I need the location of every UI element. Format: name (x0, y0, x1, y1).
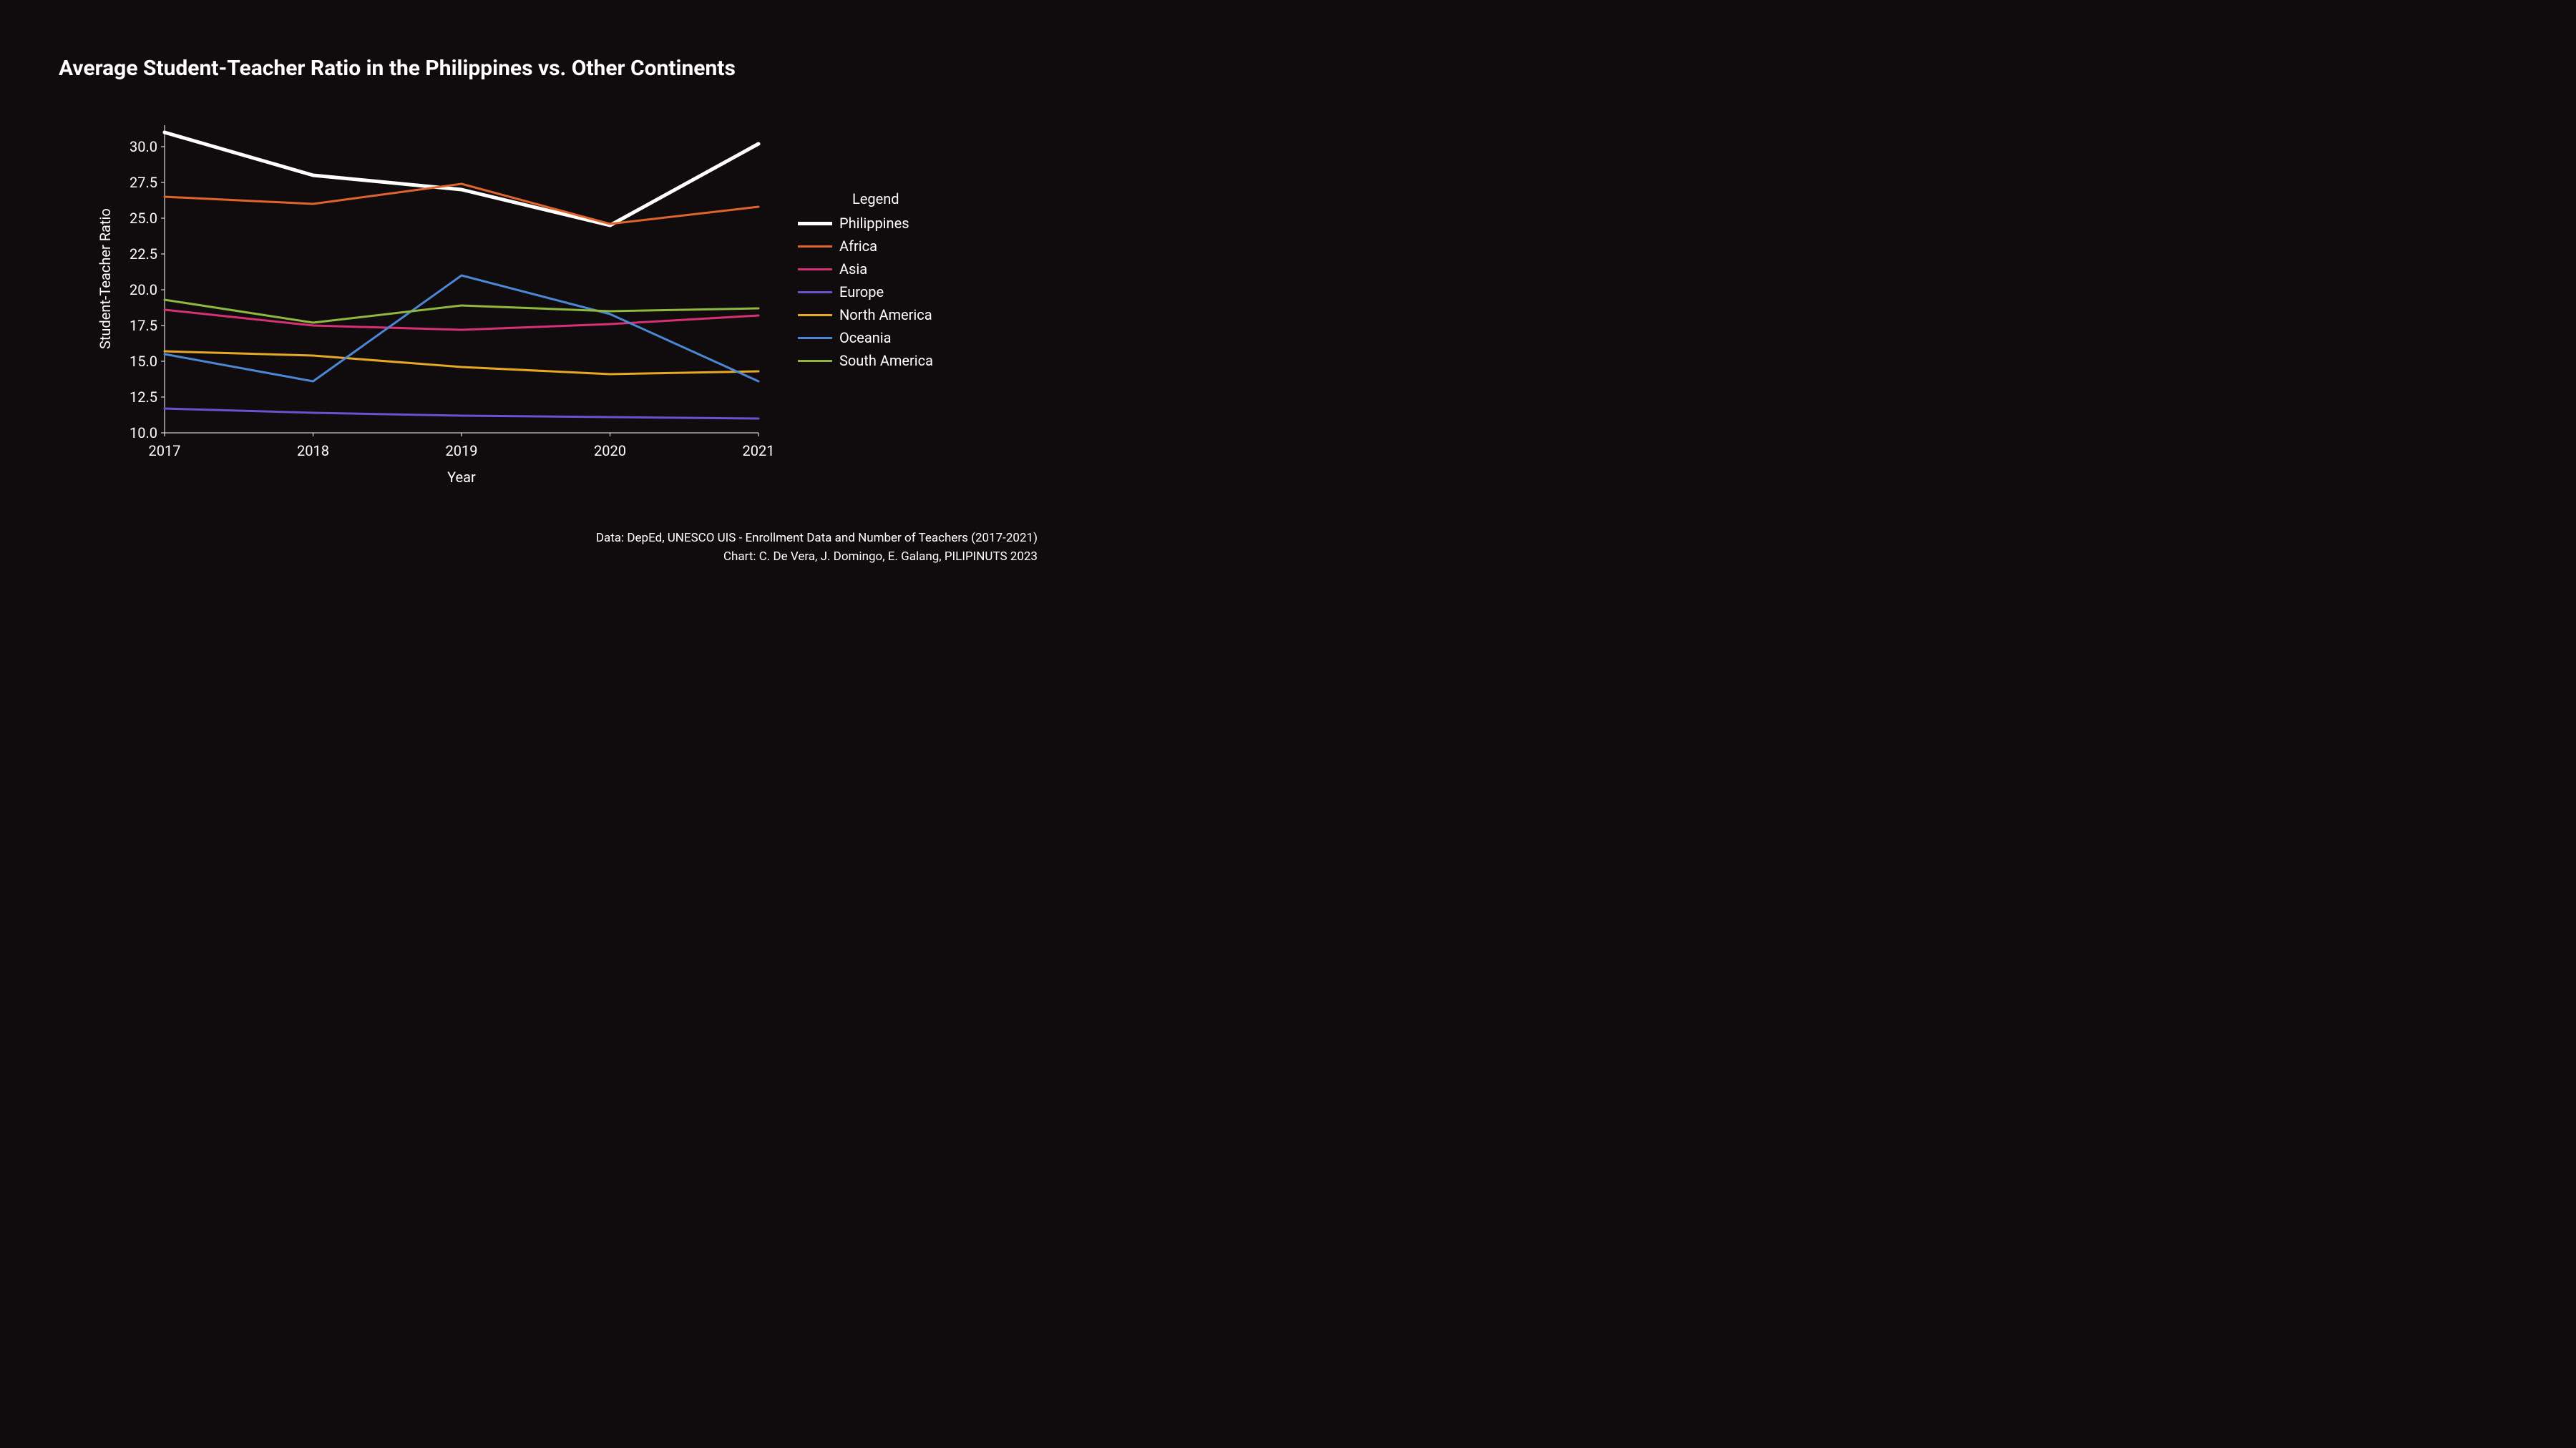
chart-credit: Chart: C. De Vera, J. Domingo, E. Galang… (596, 548, 1038, 567)
y-tick-label: 25.0 (130, 210, 157, 227)
data-source: Data: DepEd, UNESCO UIS - Enrollment Dat… (596, 529, 1038, 548)
series-line (165, 275, 758, 381)
legend-label: Philippines (839, 215, 909, 232)
legend-swatch (798, 268, 832, 270)
credits: Data: DepEd, UNESCO UIS - Enrollment Dat… (596, 529, 1038, 566)
y-tick-label: 17.5 (130, 317, 157, 334)
legend-swatch (798, 360, 832, 362)
legend-item: Philippines (798, 212, 1027, 235)
legend-item: Asia (798, 258, 1027, 280)
legend-swatch (798, 245, 832, 248)
x-tick-label: 2017 (149, 442, 181, 459)
y-tick-label: 15.0 (130, 353, 157, 370)
x-tick-label: 2020 (594, 442, 626, 459)
legend-label: Oceania (839, 329, 892, 346)
legend-label: North America (839, 306, 932, 323)
legend-label: Africa (839, 238, 877, 255)
legend-title: Legend (852, 190, 1027, 207)
chart-title: Average Student-Teacher Ratio in the Phi… (59, 56, 736, 81)
legend-swatch (798, 337, 832, 339)
x-axis-label: Year (165, 469, 758, 486)
legend-label: Asia (839, 260, 867, 278)
y-tick-label: 12.5 (130, 388, 157, 406)
legend-item: Oceania (798, 326, 1027, 349)
chart-plot (165, 125, 758, 433)
legend: Legend Philippines Africa Asia Europe North … (798, 190, 1027, 372)
legend-swatch (798, 222, 832, 225)
x-tick-label: 2021 (743, 442, 775, 459)
y-tick-label: 20.0 (130, 281, 157, 298)
legend-item: Africa (798, 235, 1027, 258)
y-tick-label: 27.5 (130, 174, 157, 191)
y-tick-label: 30.0 (130, 138, 157, 155)
series-line (165, 132, 758, 225)
y-tick-label: 22.5 (130, 245, 157, 263)
legend-item: North America (798, 303, 1027, 326)
legend-label: South America (839, 352, 933, 369)
series-line (165, 409, 758, 419)
x-tick-label: 2018 (297, 442, 329, 459)
legend-label: Europe (839, 283, 884, 300)
legend-swatch (798, 314, 832, 316)
legend-item: Europe (798, 280, 1027, 303)
legend-item: South America (798, 349, 1027, 372)
y-tick-label: 10.0 (130, 424, 157, 441)
x-tick-label: 2019 (446, 442, 478, 459)
y-axis-label: Student-Teacher Ratio (97, 125, 114, 433)
legend-swatch (798, 291, 832, 293)
